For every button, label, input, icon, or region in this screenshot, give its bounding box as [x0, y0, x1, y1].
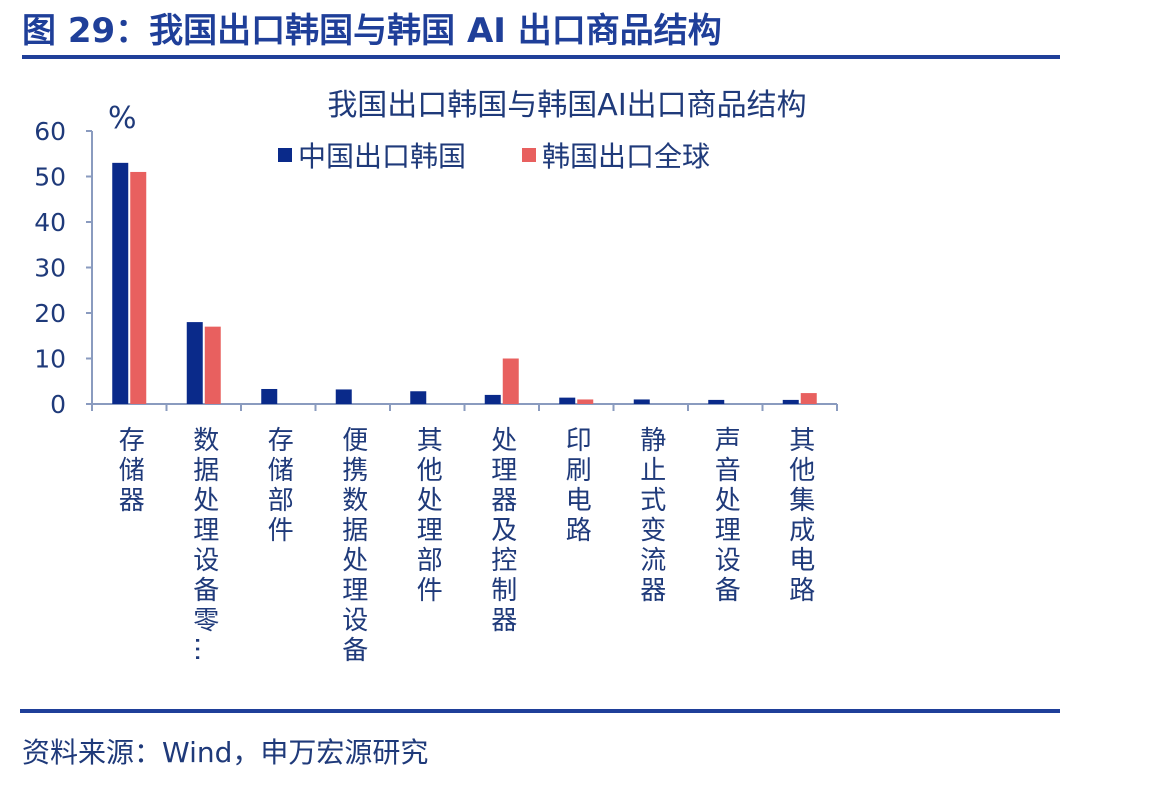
bar: [800, 393, 817, 404]
y-tick-label: 10: [34, 345, 66, 374]
bar: [484, 394, 501, 404]
bar: [502, 358, 519, 404]
x-tick-label: 印刷电路: [561, 426, 591, 546]
bar: [559, 397, 576, 404]
y-tick-label: 20: [34, 299, 66, 328]
header-rule: [22, 55, 1060, 59]
x-tick-label: 存储部件: [263, 426, 293, 546]
x-tick-label: 存储器: [114, 426, 144, 516]
source: 资料来源：Wind，申万宏源研究: [22, 736, 428, 769]
bar: [633, 399, 650, 404]
bar: [112, 162, 129, 404]
header-title: 图 29：我国出口韩国与韩国 AI 出口商品结构: [22, 11, 722, 51]
y-tick-label: 50: [34, 163, 66, 192]
legend-swatch: [278, 148, 292, 162]
footer-rule: [20, 709, 1060, 713]
bar: [577, 399, 594, 404]
bar: [410, 391, 427, 404]
bar: [186, 322, 203, 404]
legend-swatch: [522, 148, 536, 162]
y-tick-label: 60: [34, 117, 66, 146]
x-tick-label: 其他集成电路: [785, 426, 815, 606]
y-tick-label: 30: [34, 254, 66, 283]
y-tick-label: 40: [34, 208, 66, 237]
x-tick-label: 处理器及控制器: [487, 426, 517, 636]
bar: [261, 388, 278, 404]
x-tick-label: 数据处理设备零…: [189, 426, 219, 666]
bar: [708, 399, 725, 404]
bar: [335, 389, 352, 404]
x-tick-label: 便携数据处理设备: [338, 426, 368, 666]
chart-title: 我国出口韩国与韩国AI出口商品结构: [327, 88, 806, 123]
x-tick-label: 静止式变流器: [636, 426, 666, 606]
x-tick-label: 声音处理设备: [710, 426, 740, 606]
bar: [130, 171, 147, 404]
legend-label: 韩国出口全球: [542, 140, 710, 173]
y-unit: %: [108, 101, 137, 136]
bar: [782, 399, 799, 404]
x-tick-label: 其他处理部件: [412, 426, 442, 606]
bar: [204, 326, 221, 404]
legend-label: 中国出口韩国: [298, 140, 466, 173]
y-tick-label: 0: [50, 390, 66, 419]
